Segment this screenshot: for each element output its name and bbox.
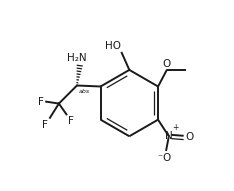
Text: F: F [38, 97, 44, 107]
Text: O: O [186, 132, 194, 142]
Text: ⁻: ⁻ [158, 153, 163, 163]
Text: F: F [68, 116, 74, 126]
Text: O: O [162, 59, 171, 69]
Text: N: N [165, 131, 172, 141]
Text: +: + [172, 123, 178, 132]
Text: O: O [162, 153, 170, 163]
Text: HO: HO [105, 41, 121, 51]
Text: H₂N: H₂N [67, 53, 87, 63]
Text: abs: abs [79, 89, 90, 94]
Text: F: F [42, 120, 48, 130]
